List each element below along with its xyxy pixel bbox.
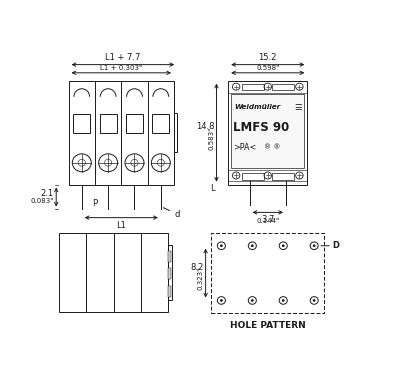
Circle shape: [313, 244, 316, 247]
Text: >PA<: >PA<: [233, 143, 256, 152]
Circle shape: [220, 299, 223, 302]
Text: L1 + 0.303": L1 + 0.303": [100, 65, 142, 71]
Text: 0.144": 0.144": [256, 218, 279, 224]
Bar: [152, 114, 169, 133]
Bar: [100, 114, 117, 133]
Bar: [242, 84, 264, 90]
Text: 3.7: 3.7: [261, 215, 274, 224]
Bar: [211, 233, 324, 314]
Text: HOLE PATTERN: HOLE PATTERN: [230, 321, 306, 329]
Text: 14.8: 14.8: [196, 122, 214, 131]
Bar: [168, 251, 171, 262]
Bar: [272, 173, 294, 180]
Text: D: D: [333, 241, 340, 250]
Text: d: d: [163, 208, 180, 219]
Bar: [231, 94, 304, 168]
Text: L1: L1: [116, 220, 126, 230]
Bar: [168, 268, 171, 279]
Circle shape: [313, 299, 316, 302]
Bar: [228, 81, 307, 185]
Text: 0.598": 0.598": [256, 65, 279, 71]
Text: 15.2: 15.2: [258, 53, 277, 62]
Circle shape: [251, 244, 254, 247]
Text: 0.583": 0.583": [208, 127, 214, 150]
Circle shape: [282, 244, 285, 247]
Circle shape: [220, 244, 223, 247]
Text: L1 + 7.7: L1 + 7.7: [105, 53, 140, 62]
Text: Weidmüller: Weidmüller: [234, 105, 280, 111]
Text: 0.083": 0.083": [30, 198, 54, 204]
Circle shape: [282, 299, 285, 302]
Text: LMFS 90: LMFS 90: [233, 121, 290, 134]
Text: ☰: ☰: [294, 103, 302, 112]
Circle shape: [251, 299, 254, 302]
Bar: [59, 233, 168, 312]
Text: P: P: [92, 199, 98, 208]
Bar: [126, 114, 143, 133]
Text: 8.2: 8.2: [190, 263, 204, 272]
Text: ® ®: ® ®: [264, 144, 281, 150]
Bar: [168, 286, 171, 297]
Bar: [168, 245, 172, 300]
Text: 2.1: 2.1: [40, 189, 54, 198]
Bar: [174, 113, 177, 152]
Bar: [69, 81, 174, 185]
Bar: [73, 114, 90, 133]
Text: 0.323": 0.323": [198, 267, 204, 290]
Text: L: L: [210, 184, 214, 193]
Bar: [242, 173, 264, 180]
Bar: [272, 84, 294, 90]
